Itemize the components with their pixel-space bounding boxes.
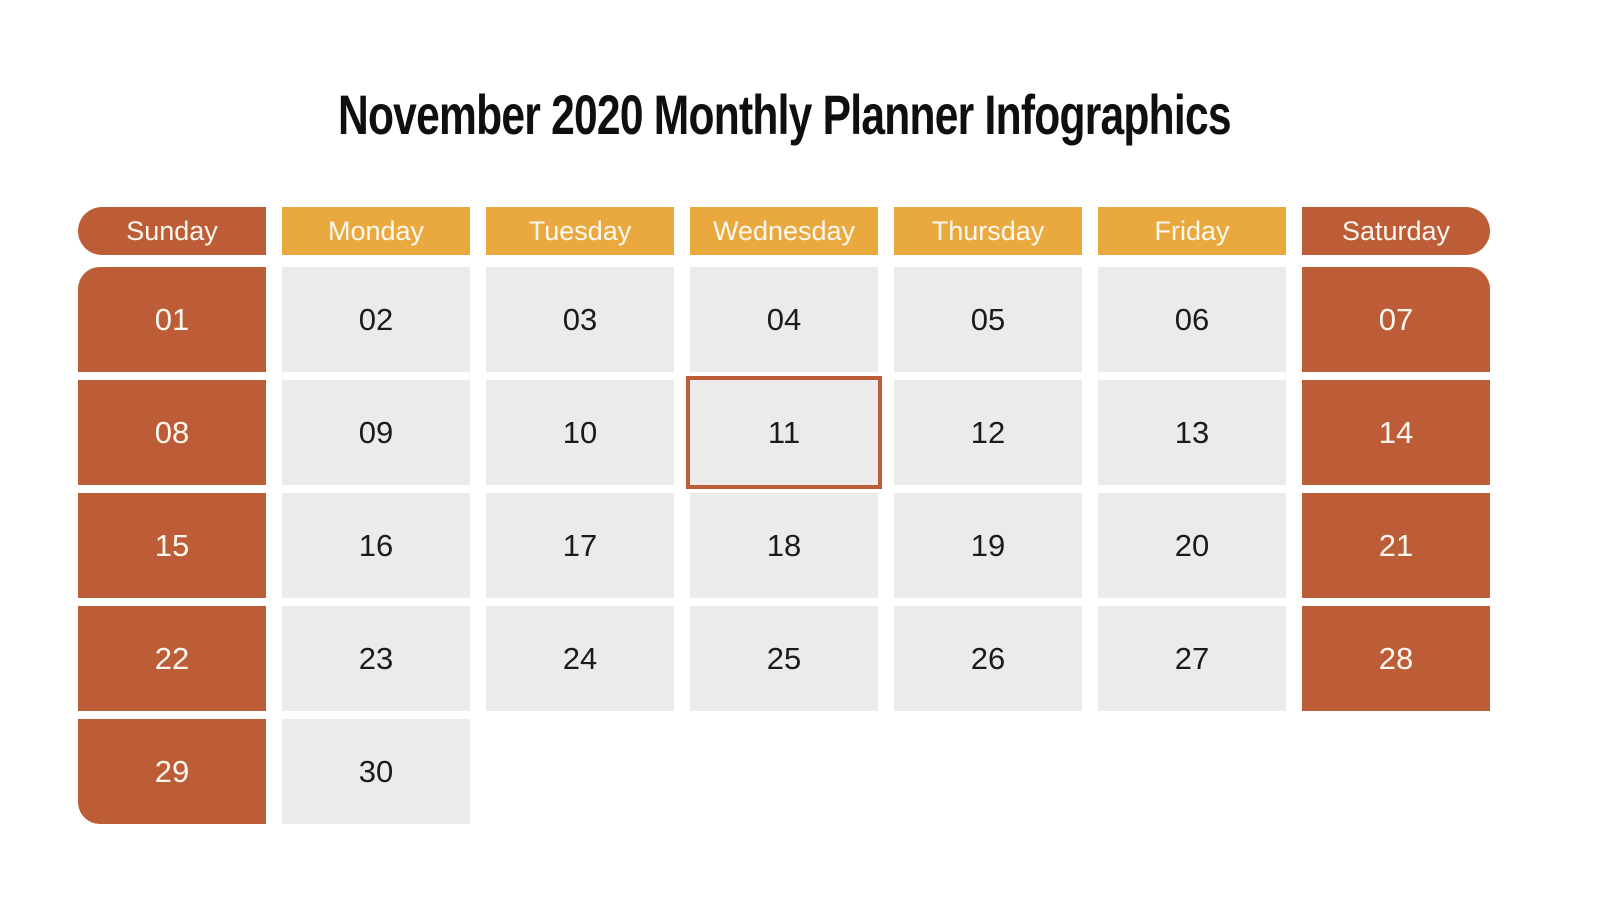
calendar-grid: 01 02 03 04 05 06 07 08 09 10 11 12 13 1…: [78, 267, 1490, 824]
day-cell-03[interactable]: 03: [486, 267, 674, 372]
day-cell-04[interactable]: 04: [690, 267, 878, 372]
day-cell-26[interactable]: 26: [894, 606, 1082, 711]
day-cell-30[interactable]: 30: [282, 719, 470, 824]
calendar: Sunday Monday Tuesday Wednesday Thursday…: [78, 207, 1490, 824]
day-cell-08[interactable]: 08: [78, 380, 266, 485]
page-title: November 2020 Monthly Planner Infographi…: [78, 82, 1490, 147]
weekday-header-monday: Monday: [282, 207, 470, 255]
day-cell-25[interactable]: 25: [690, 606, 878, 711]
day-cell-12[interactable]: 12: [894, 380, 1082, 485]
day-cell-29[interactable]: 29: [78, 719, 266, 824]
day-cell-16[interactable]: 16: [282, 493, 470, 598]
day-cell-22[interactable]: 22: [78, 606, 266, 711]
weekday-header-row: Sunday Monday Tuesday Wednesday Thursday…: [78, 207, 1490, 255]
weekday-header-friday: Friday: [1098, 207, 1286, 255]
day-cell-02[interactable]: 02: [282, 267, 470, 372]
weekday-header-thursday: Thursday: [894, 207, 1082, 255]
day-cell-15[interactable]: 15: [78, 493, 266, 598]
day-cell-20[interactable]: 20: [1098, 493, 1286, 598]
day-cell-01[interactable]: 01: [78, 267, 266, 372]
day-cell-19[interactable]: 19: [894, 493, 1082, 598]
day-cell-21[interactable]: 21: [1302, 493, 1490, 598]
day-cell-18[interactable]: 18: [690, 493, 878, 598]
day-cell-07[interactable]: 07: [1302, 267, 1490, 372]
day-cell-13[interactable]: 13: [1098, 380, 1286, 485]
day-cell-11-selected[interactable]: 11: [690, 380, 878, 485]
page-title-text: November 2020 Monthly Planner Infographi…: [337, 83, 1232, 146]
day-cell-17[interactable]: 17: [486, 493, 674, 598]
weekday-header-saturday: Saturday: [1302, 207, 1490, 255]
day-cell-23[interactable]: 23: [282, 606, 470, 711]
day-cell-14[interactable]: 14: [1302, 380, 1490, 485]
day-cell-24[interactable]: 24: [486, 606, 674, 711]
weekday-header-sunday: Sunday: [78, 207, 266, 255]
day-cell-06[interactable]: 06: [1098, 267, 1286, 372]
weekday-header-wednesday: Wednesday: [690, 207, 878, 255]
day-cell-05[interactable]: 05: [894, 267, 1082, 372]
day-cell-27[interactable]: 27: [1098, 606, 1286, 711]
weekday-header-tuesday: Tuesday: [486, 207, 674, 255]
day-cell-09[interactable]: 09: [282, 380, 470, 485]
day-cell-28[interactable]: 28: [1302, 606, 1490, 711]
day-cell-10[interactable]: 10: [486, 380, 674, 485]
